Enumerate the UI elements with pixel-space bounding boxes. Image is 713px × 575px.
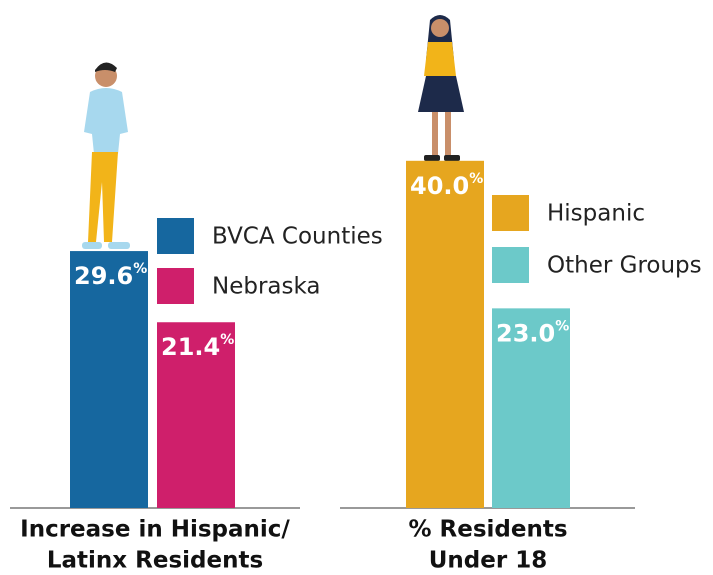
value-label: 40.0% bbox=[410, 171, 483, 200]
legend-label: BVCA Counties bbox=[212, 224, 383, 250]
legend-swatch bbox=[492, 247, 529, 283]
legend-label: Nebraska bbox=[212, 274, 321, 300]
value-label: 23.0% bbox=[496, 318, 569, 347]
bar bbox=[406, 160, 484, 509]
legend-swatch bbox=[157, 268, 194, 304]
legend-swatch bbox=[492, 195, 529, 231]
value-label: 29.6% bbox=[74, 261, 147, 290]
x-axis-label: Increase in Hispanic/ bbox=[20, 517, 290, 543]
man-illustration bbox=[82, 62, 130, 249]
value-label: 21.4% bbox=[161, 332, 234, 361]
legend-swatch bbox=[157, 218, 194, 254]
x-axis-label: % Residents bbox=[408, 517, 567, 543]
x-axis-label: Latinx Residents bbox=[47, 548, 263, 574]
legend-label: Hispanic bbox=[547, 201, 645, 227]
bar bbox=[70, 251, 148, 508]
bar bbox=[492, 308, 570, 508]
x-axis-label: Under 18 bbox=[429, 548, 547, 574]
bar bbox=[157, 322, 235, 508]
legend-label: Other Groups bbox=[547, 253, 702, 279]
woman-illustration bbox=[418, 15, 464, 161]
